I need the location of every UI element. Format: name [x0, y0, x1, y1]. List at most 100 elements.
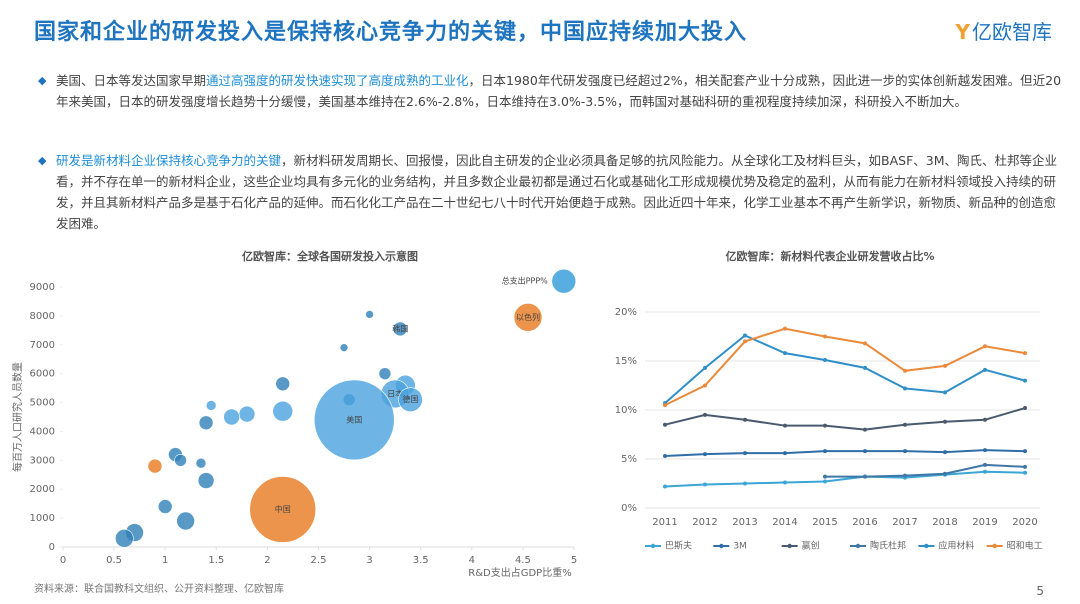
line-point [863, 427, 867, 432]
bubble [147, 458, 163, 474]
line-point [703, 412, 707, 417]
bubble [174, 454, 187, 467]
x-tick-label: 4.5 [515, 555, 531, 566]
x-tick-label: 3.5 [413, 555, 429, 566]
line-point [743, 339, 747, 344]
line-point [783, 451, 787, 456]
y-tick-label: 5000 [30, 398, 55, 409]
y-tick-label: 6000 [30, 369, 55, 380]
bubble-label: 德国 [402, 394, 418, 404]
body-text: 美国、日本等发达国家早期 [56, 73, 207, 88]
bubble [115, 529, 134, 548]
line-point [743, 417, 747, 422]
line-point [743, 481, 747, 486]
body-text: ，日本1980年代研发强度已经超过2%，相关配套产业十分成熟，因此进一步的实体创… [56, 73, 1062, 109]
line-point [983, 469, 987, 474]
line-point [903, 422, 907, 427]
line-point [703, 482, 707, 487]
bubble [195, 457, 207, 469]
x-tick-label: 1.5 [208, 555, 224, 566]
line-point [863, 474, 867, 479]
bubble-label: 总支出PPP% [502, 276, 548, 286]
line-point [783, 480, 787, 485]
line-point [983, 448, 987, 453]
line-point [1023, 449, 1027, 454]
y-tick-label: 4000 [30, 426, 55, 437]
line-point [983, 417, 987, 422]
x-tick-label: 2012 [692, 517, 717, 528]
line-point [983, 462, 987, 467]
line-point [823, 449, 827, 454]
x-tick-label: 2014 [772, 517, 797, 528]
line-point [943, 363, 947, 368]
y-tick-label: 2000 [30, 484, 55, 495]
line-point [703, 365, 707, 370]
x-tick-label: 2 [264, 555, 270, 566]
line-point [743, 333, 747, 338]
line-point [1023, 351, 1027, 356]
line-point [783, 326, 787, 331]
y-tick-label: 5% [621, 454, 637, 465]
legend-dot [855, 543, 861, 549]
bubble [176, 511, 195, 531]
legend-dot [992, 543, 997, 549]
line-point [1023, 464, 1027, 469]
bubble [157, 499, 173, 514]
line-point [943, 471, 947, 476]
line-point [1023, 378, 1027, 383]
line-point [903, 449, 907, 454]
y-tick-label: 7000 [30, 340, 55, 351]
x-axis-label: R&D支出占GDP比重% [468, 566, 571, 579]
line-point [903, 473, 907, 478]
legend-label: 赢创 [802, 540, 820, 552]
bullet-paragraph: 美国、日本等发达国家早期通过高强度的研发快速实现了高度成熟的工业化，日本1980… [38, 70, 1066, 112]
body-text: ，新材料研发周期长、回报慢，因此自主研发的企业必须具备足够的抗风险能力。从全球化… [56, 153, 1058, 231]
line-series [664, 327, 1026, 406]
x-tick-label: 2018 [932, 517, 957, 528]
line-point [863, 449, 867, 454]
bubble [365, 310, 374, 319]
y-axis-label: 每百万人口研究人员数量 [11, 362, 24, 472]
bubble [398, 387, 423, 412]
line-point [783, 351, 787, 356]
y-tick-label: 10% [615, 405, 637, 416]
line-point [743, 451, 747, 456]
bubble-label: 日本 [387, 388, 403, 398]
x-tick-label: 2020 [1012, 517, 1037, 528]
bubble [238, 405, 256, 423]
line-series [825, 463, 1026, 478]
line-point [983, 344, 987, 349]
line-series [664, 470, 1026, 488]
chart-title: 亿欧智库：全球各国研发投入示意图 [242, 249, 418, 263]
x-tick-label: 1 [162, 555, 168, 566]
bubble [392, 321, 408, 337]
bubble-label: 以色列 [516, 312, 540, 322]
line-point [663, 403, 667, 408]
line-point [823, 334, 827, 339]
y-tick-label: 0 [49, 542, 55, 553]
x-tick-label: 5 [571, 555, 577, 566]
legend-dot [787, 543, 792, 549]
line-point [863, 341, 867, 346]
x-tick-label: 4 [469, 555, 475, 566]
x-tick-label: 2019 [972, 517, 997, 528]
line-point [663, 484, 667, 489]
bubble [272, 400, 294, 422]
highlight-text: 研发是新材料企业保持核心竞争力的关键 [56, 153, 282, 168]
y-tick-label: 9000 [30, 282, 55, 293]
x-tick-label: 0.5 [106, 555, 122, 566]
line-series [664, 407, 1026, 431]
legend-label: 应用材料 [938, 540, 974, 552]
line-point [1023, 406, 1027, 411]
legend-label: 3M [733, 542, 747, 552]
y-tick-label: 20% [615, 307, 637, 318]
line-point [823, 474, 827, 479]
line-point [663, 422, 667, 427]
line-point [823, 479, 827, 484]
x-tick-label: 2017 [892, 517, 917, 528]
line-point [863, 365, 867, 370]
bubble [205, 400, 217, 411]
highlight-text: 通过高强度的研发快速实现了高度成熟的工业化 [206, 73, 469, 88]
line-point [823, 423, 827, 428]
